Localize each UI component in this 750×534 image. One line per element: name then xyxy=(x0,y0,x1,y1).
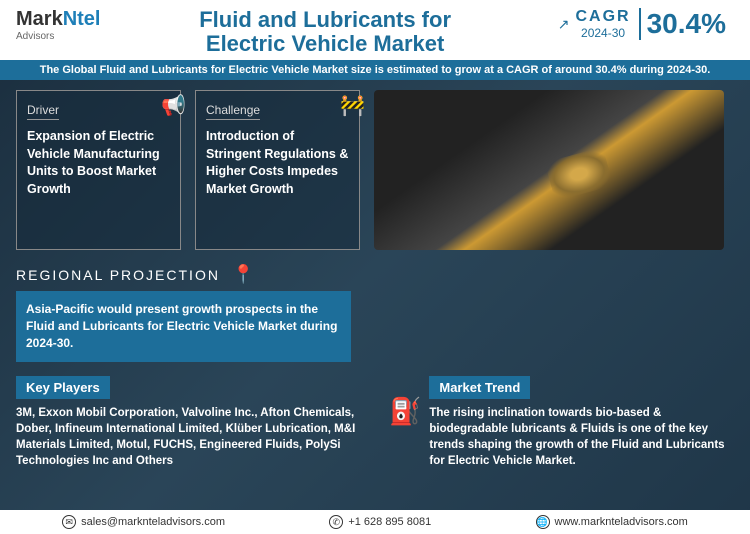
phone-text: +1 628 895 8081 xyxy=(348,516,431,528)
footer-phone: ✆ +1 628 895 8081 xyxy=(329,515,431,529)
key-players-section: Key Players 3M, Exxon Mobil Corporation,… xyxy=(16,376,361,469)
market-trend-section: ⛽ Market Trend The rising inclination to… xyxy=(389,376,734,469)
cagr-period: 2024-30 xyxy=(575,26,630,40)
subtitle-bar: The Global Fluid and Lubricants for Elec… xyxy=(0,60,750,80)
email-text: sales@marknteladvisors.com xyxy=(81,516,225,528)
header: MarkNtel Advisors Fluid and Lubricants f… xyxy=(0,0,750,60)
market-trend-text: The rising inclination towards bio-based… xyxy=(429,405,734,469)
key-players-text: 3M, Exxon Mobil Corporation, Valvoline I… xyxy=(16,405,361,469)
footer-web: 🌐 www.marknteladvisors.com xyxy=(536,515,688,529)
megaphone-icon: 📢 xyxy=(161,93,186,118)
trend-arrow-icon: ↗ xyxy=(558,16,570,33)
page-title: Fluid and Lubricants for Electric Vehicl… xyxy=(101,8,550,56)
key-players-title: Key Players xyxy=(16,376,110,399)
web-text: www.marknteladvisors.com xyxy=(555,516,688,528)
challenge-label: Challenge xyxy=(206,103,260,120)
challenge-text: Introduction of Stringent Regulations & … xyxy=(206,128,349,198)
cagr-value: 30.4% xyxy=(647,8,726,40)
phone-icon: ✆ xyxy=(329,515,343,529)
cagr-box: ↗ CAGR 2024-30 30.4% xyxy=(550,8,734,40)
barrier-icon: 🚧 xyxy=(340,93,365,118)
title-line1: Fluid and Lubricants for xyxy=(101,8,550,32)
logo: MarkNtel Advisors xyxy=(16,8,101,42)
globe-icon: 🌐 xyxy=(536,515,550,529)
logo-mark: Mark xyxy=(16,8,63,30)
regional-title: REGIONAL PROJECTION xyxy=(16,267,220,283)
map-pin-icon: 📍 xyxy=(232,264,254,285)
engine-oil-image xyxy=(374,90,724,250)
driver-text: Expansion of Electric Vehicle Manufactur… xyxy=(27,128,170,198)
regional-text: Asia-Pacific would present growth prospe… xyxy=(16,291,351,361)
logo-advisors: Advisors xyxy=(16,31,101,42)
footer: ✉ sales@marknteladvisors.com ✆ +1 628 89… xyxy=(0,510,750,534)
envelope-icon: ✉ xyxy=(62,515,76,529)
driver-label: Driver xyxy=(27,103,59,120)
driver-card: 📢 Driver Expansion of Electric Vehicle M… xyxy=(16,90,181,250)
market-trend-title: Market Trend xyxy=(429,376,530,399)
fuel-pump-icon: ⛽ xyxy=(389,396,421,427)
title-line2: Electric Vehicle Market xyxy=(101,32,550,56)
footer-email: ✉ sales@marknteladvisors.com xyxy=(62,515,225,529)
cagr-label: CAGR xyxy=(575,8,630,26)
logo-ntel: Ntel xyxy=(63,8,101,30)
challenge-card: 🚧 Challenge Introduction of Stringent Re… xyxy=(195,90,360,250)
regional-section: REGIONAL PROJECTION 📍 Asia-Pacific would… xyxy=(16,264,734,361)
